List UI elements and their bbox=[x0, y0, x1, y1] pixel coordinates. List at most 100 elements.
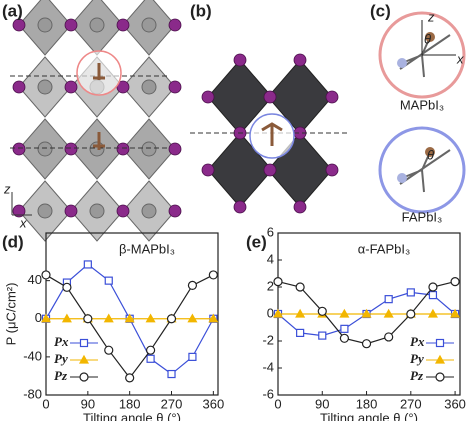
y-tick-label: -80 bbox=[23, 386, 42, 401]
atom bbox=[116, 204, 130, 218]
panel-label: (c) bbox=[370, 1, 391, 20]
atom bbox=[116, 80, 130, 94]
b-atom bbox=[141, 203, 157, 219]
marker bbox=[450, 277, 460, 287]
legend-label: Px bbox=[410, 334, 425, 349]
marker bbox=[187, 280, 198, 291]
b-atom bbox=[37, 17, 53, 33]
marker bbox=[187, 313, 198, 323]
x-tick-label: 270 bbox=[161, 396, 183, 411]
marker bbox=[428, 282, 438, 292]
marker bbox=[188, 352, 197, 361]
marker bbox=[339, 333, 350, 343]
x-tick-label: 90 bbox=[315, 396, 329, 411]
axis-letter: z bbox=[427, 9, 435, 24]
x-tick-label: 360 bbox=[202, 396, 224, 411]
marker bbox=[208, 270, 218, 280]
atom bbox=[12, 80, 26, 94]
atom-c bbox=[425, 32, 435, 42]
atom bbox=[64, 18, 78, 32]
marker bbox=[384, 295, 393, 304]
axes bbox=[421, 20, 456, 56]
panel-label: (d) bbox=[2, 232, 24, 251]
b-atom bbox=[89, 17, 105, 33]
y-tick-label: 6 bbox=[267, 224, 274, 239]
y-tick-label: 40 bbox=[28, 272, 42, 287]
molecule bbox=[93, 63, 105, 80]
b-atom bbox=[89, 141, 105, 157]
atom bbox=[12, 204, 26, 218]
legend-label: Pz bbox=[410, 368, 424, 383]
marker bbox=[383, 308, 394, 318]
marker bbox=[103, 313, 114, 323]
atom bbox=[325, 163, 339, 177]
y-tick-label: -6 bbox=[262, 386, 274, 401]
legend-label: Py bbox=[54, 351, 68, 366]
molecule bbox=[399, 149, 451, 193]
angle-label: θ bbox=[427, 147, 434, 162]
panel-label: (a) bbox=[2, 1, 23, 20]
marker bbox=[167, 369, 176, 379]
marker bbox=[78, 354, 90, 364]
atom bbox=[293, 53, 307, 67]
y-tick-label: 4 bbox=[267, 251, 274, 266]
marker bbox=[406, 309, 416, 319]
atom-n bbox=[397, 58, 407, 68]
atom bbox=[263, 90, 277, 104]
molecule bbox=[93, 132, 105, 150]
chart-title: β-MAPbI₃ bbox=[119, 241, 175, 256]
x-axis-label: Tilting angle θ (°) bbox=[320, 410, 418, 421]
legend-label: Px bbox=[54, 334, 69, 349]
marker bbox=[428, 291, 438, 300]
marker bbox=[61, 313, 72, 323]
marker bbox=[295, 282, 305, 292]
b-atom bbox=[37, 79, 53, 95]
marker bbox=[124, 313, 135, 323]
marker bbox=[79, 372, 89, 382]
caption: FAPbI₃ bbox=[402, 209, 443, 224]
marker bbox=[317, 306, 327, 316]
atom bbox=[293, 200, 307, 214]
axis-letter: z bbox=[3, 181, 11, 196]
atom bbox=[12, 18, 26, 32]
marker bbox=[340, 324, 349, 333]
b-atom bbox=[141, 17, 157, 33]
marker bbox=[361, 308, 372, 318]
marker bbox=[406, 288, 415, 297]
atom bbox=[325, 90, 339, 104]
panel-label: (b) bbox=[190, 1, 212, 20]
marker bbox=[435, 338, 445, 348]
marker bbox=[450, 308, 461, 318]
x-tick-label: 0 bbox=[42, 396, 49, 411]
x-tick-label: 90 bbox=[81, 396, 95, 411]
marker bbox=[104, 345, 114, 355]
marker bbox=[83, 314, 93, 324]
structures bbox=[10, 0, 466, 242]
x-tick-label: 180 bbox=[119, 396, 141, 411]
atom bbox=[12, 142, 26, 156]
b-atom bbox=[37, 203, 53, 219]
atom-n bbox=[397, 173, 407, 183]
legend-label: Pz bbox=[54, 368, 68, 383]
marker bbox=[361, 339, 372, 349]
legend-label: Py bbox=[410, 351, 424, 366]
atom bbox=[64, 204, 78, 218]
molecule bbox=[261, 122, 283, 146]
axis-letter: x bbox=[456, 51, 464, 66]
marker bbox=[339, 308, 350, 318]
atom bbox=[201, 163, 215, 177]
b-atom bbox=[141, 141, 157, 157]
marker bbox=[273, 277, 283, 287]
x-tick-label: 270 bbox=[400, 396, 422, 411]
atom bbox=[168, 18, 182, 32]
chart-title: α-FAPbI₃ bbox=[358, 241, 411, 256]
marker bbox=[434, 354, 446, 364]
marker bbox=[295, 308, 306, 318]
atom bbox=[168, 80, 182, 94]
marker bbox=[435, 372, 445, 382]
atom bbox=[263, 163, 277, 177]
b-atom bbox=[37, 141, 53, 157]
marker bbox=[384, 332, 394, 342]
b-atom bbox=[89, 203, 105, 219]
